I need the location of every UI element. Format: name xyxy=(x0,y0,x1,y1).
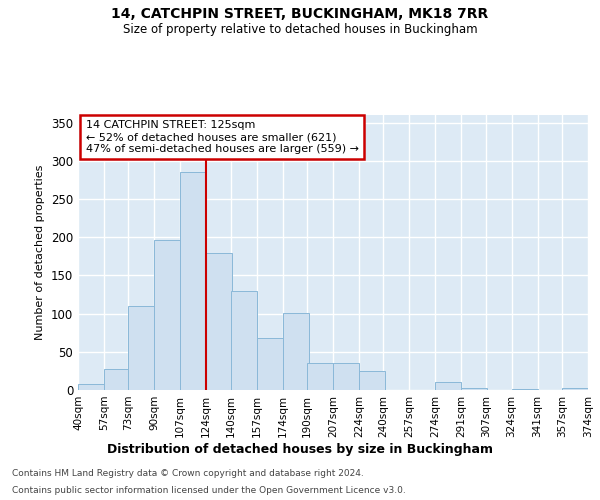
Text: Contains HM Land Registry data © Crown copyright and database right 2024.: Contains HM Land Registry data © Crown c… xyxy=(12,469,364,478)
Bar xyxy=(181,172,206,390)
Bar xyxy=(257,338,283,390)
Text: 14, CATCHPIN STREET, BUCKINGHAM, MK18 7RR: 14, CATCHPIN STREET, BUCKINGHAM, MK18 7R… xyxy=(112,8,488,22)
Bar xyxy=(333,364,359,390)
Bar xyxy=(154,240,181,390)
Bar xyxy=(206,252,232,390)
Bar xyxy=(562,388,588,390)
Text: Size of property relative to detached houses in Buckingham: Size of property relative to detached ho… xyxy=(122,22,478,36)
Bar xyxy=(461,388,487,390)
Text: Contains public sector information licensed under the Open Government Licence v3: Contains public sector information licen… xyxy=(12,486,406,495)
Y-axis label: Number of detached properties: Number of detached properties xyxy=(35,165,46,340)
Bar xyxy=(78,384,104,390)
Text: Distribution of detached houses by size in Buckingham: Distribution of detached houses by size … xyxy=(107,442,493,456)
Bar xyxy=(307,364,333,390)
Bar xyxy=(436,382,461,390)
Bar xyxy=(230,290,257,390)
Bar xyxy=(104,368,130,390)
Text: 14 CATCHPIN STREET: 125sqm
← 52% of detached houses are smaller (621)
47% of sem: 14 CATCHPIN STREET: 125sqm ← 52% of deta… xyxy=(86,120,359,154)
Bar xyxy=(283,313,308,390)
Bar xyxy=(359,371,385,390)
Bar xyxy=(512,389,538,390)
Bar xyxy=(128,306,154,390)
